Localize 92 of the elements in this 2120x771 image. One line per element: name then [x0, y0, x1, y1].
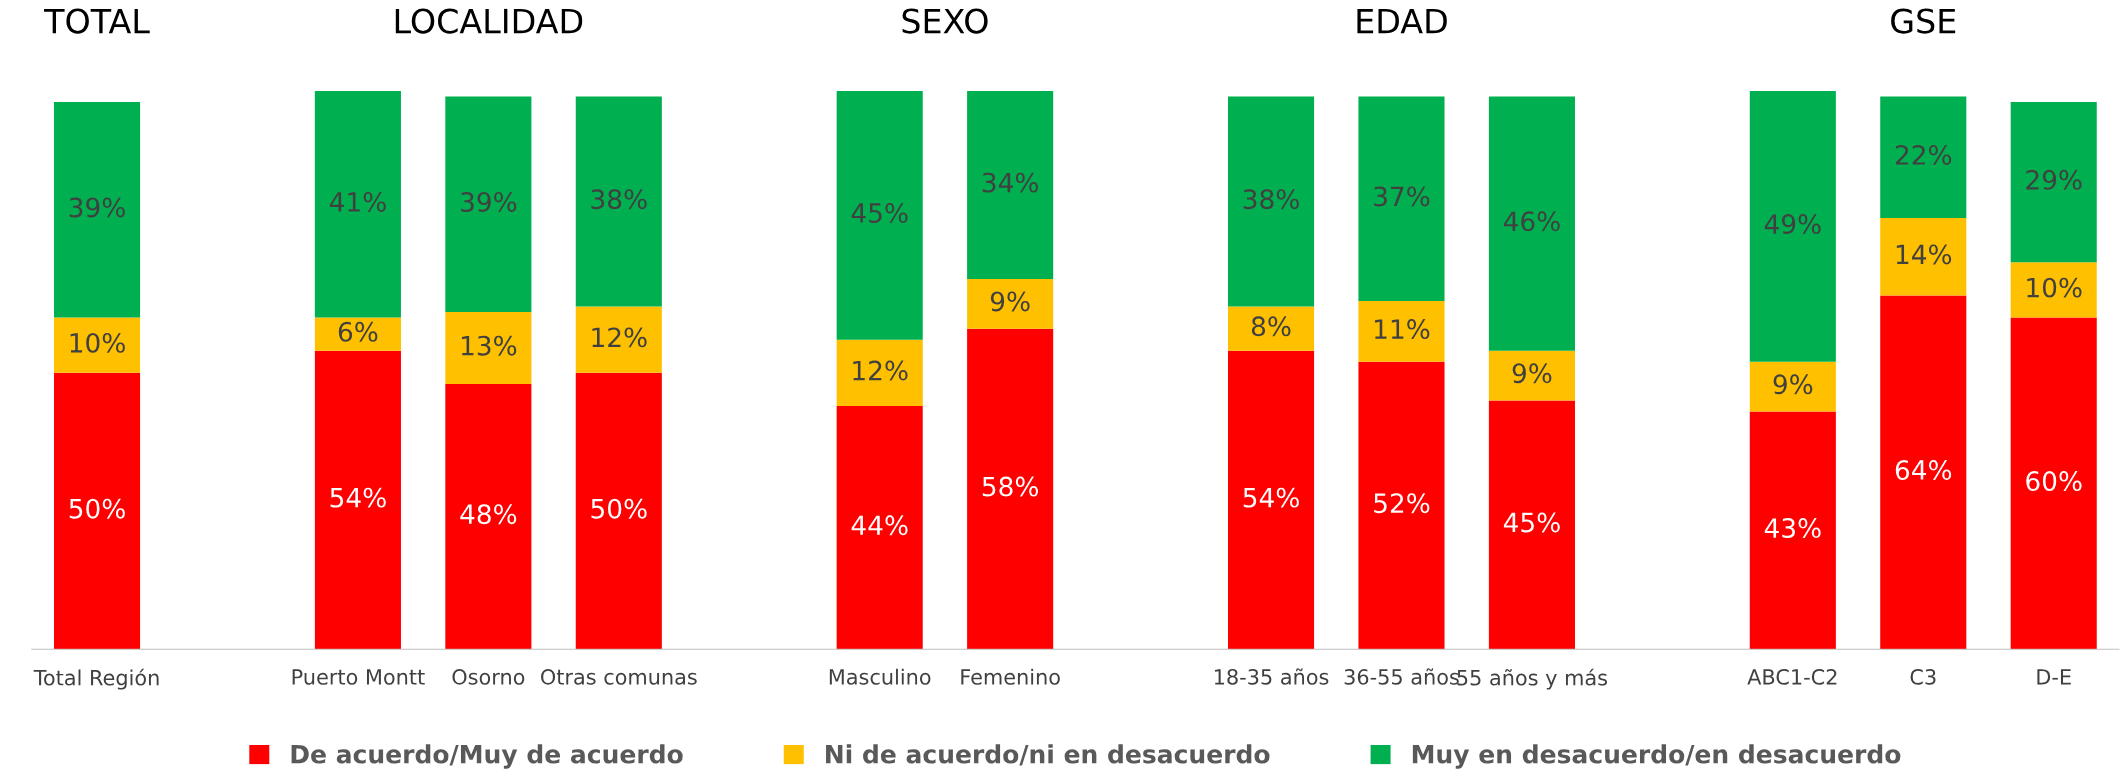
bar	[967, 328, 1054, 650]
bar	[1358, 96, 1445, 301]
bar	[53, 102, 141, 318]
data-label: 38%	[591, 189, 647, 210]
data-label: 54%	[330, 487, 386, 508]
bar	[836, 339, 923, 406]
data-label: 9%	[1512, 363, 1552, 384]
data-label: 14%	[1896, 244, 1952, 265]
x-tick-label: 18-35 años	[1214, 668, 1329, 685]
data-label: 37%	[1374, 186, 1430, 207]
bar	[575, 372, 662, 650]
x-tick-label: C3	[1910, 668, 1936, 685]
x-tick-label: Total Región	[33, 668, 159, 690]
x-tick-label: Masculino	[829, 668, 931, 685]
text: LOCALIDAD	[395, 8, 583, 34]
text: EDAD	[1357, 8, 1447, 34]
data-label: 50%	[591, 498, 647, 519]
data-label: 13%	[461, 335, 517, 356]
bar	[2010, 317, 2097, 650]
data-label: 29%	[2026, 169, 2082, 190]
x-tick-label: 36-55 años	[1344, 668, 1459, 685]
data-label: 12%	[853, 360, 908, 381]
data-label: 10%	[2027, 277, 2082, 298]
data-label: 49%	[1764, 214, 1821, 235]
bar	[314, 350, 401, 650]
data-label: 39%	[69, 197, 125, 218]
x-tick-label: D-E	[2037, 669, 2071, 685]
bar	[314, 317, 401, 351]
data-label: 41%	[329, 191, 386, 212]
x-tick-label: Puerto Montt	[292, 669, 425, 685]
data-label: 58%	[982, 476, 1039, 497]
data-label: 8%	[1251, 316, 1291, 337]
bar	[1880, 295, 1967, 650]
bar	[1227, 306, 1315, 351]
bar	[1227, 96, 1315, 307]
data-label: 45%	[851, 203, 908, 223]
bar	[1488, 350, 1575, 401]
bar	[967, 278, 1054, 329]
bar	[445, 312, 532, 384]
data-label: 60%	[2026, 471, 2082, 492]
bar	[1488, 96, 1575, 351]
bar	[53, 317, 141, 373]
data-label: 46%	[1503, 211, 1560, 232]
data-label: 50%	[69, 498, 125, 519]
bar	[1749, 411, 1836, 650]
data-label: 48%	[460, 504, 517, 525]
x-tick-label: Otras comunas	[541, 668, 697, 685]
legend-label: Ni de acuerdo/ni en desacuerdo	[826, 744, 1270, 766]
x-tick-label: Femenino	[961, 668, 1060, 685]
data-label: 9%	[990, 291, 1030, 312]
data-label: 10%	[70, 332, 125, 353]
bar	[836, 406, 923, 650]
data-label: 52%	[1374, 493, 1430, 514]
bar	[1488, 400, 1575, 650]
bar	[575, 306, 662, 373]
data-label: 64%	[1895, 460, 1952, 480]
bar	[314, 90, 401, 318]
legend-label: De acuerdo/Muy de acuerdo	[291, 744, 683, 769]
bar	[445, 96, 532, 313]
bar	[1749, 90, 1836, 362]
bar	[2010, 102, 2097, 263]
bar	[836, 90, 923, 340]
bar	[1227, 350, 1315, 650]
bar	[575, 96, 662, 307]
data-label: 39%	[461, 191, 517, 212]
data-label: 45%	[1503, 512, 1560, 533]
bar	[967, 90, 1054, 279]
bar	[1880, 96, 1967, 219]
text: GSE	[1891, 8, 1956, 34]
bar	[445, 383, 532, 650]
text: TOTAL	[44, 8, 150, 34]
data-label: 54%	[1243, 487, 1299, 508]
bar	[1880, 218, 1967, 296]
legend-label: Muy en desacuerdo/en desacuerdo	[1412, 744, 1901, 769]
bar	[53, 372, 141, 650]
x-tick-label: Osorno	[452, 668, 525, 685]
bar	[1358, 301, 1445, 362]
bar	[1749, 361, 1836, 412]
x-tick-label: ABC1-C2	[1747, 668, 1837, 685]
bar	[2010, 262, 2097, 318]
data-label: 44%	[851, 515, 908, 536]
data-label: 6%	[338, 321, 378, 342]
data-label: 43%	[1764, 518, 1821, 539]
data-label: 38%	[1243, 189, 1299, 210]
data-label: 22%	[1895, 145, 1952, 165]
data-label: 9%	[1773, 374, 1813, 395]
data-label: 34%	[982, 172, 1039, 193]
data-label: 11%	[1375, 319, 1430, 340]
data-label: 12%	[592, 327, 647, 348]
bar	[1358, 361, 1445, 650]
x-tick-label: 55 años y más	[1457, 668, 1608, 690]
text: SEXO	[902, 8, 988, 34]
